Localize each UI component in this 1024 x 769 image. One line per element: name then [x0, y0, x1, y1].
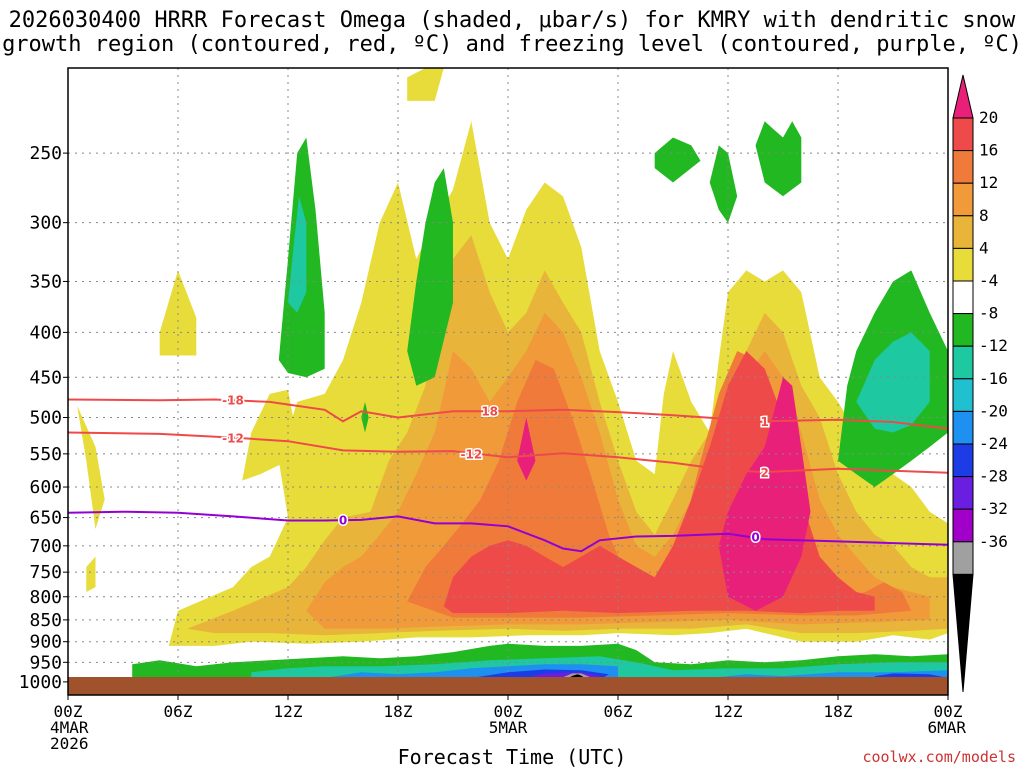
- colorbar-band-6: [952, 280, 974, 315]
- contour-layer: -18 18 1 -12 -12 2 0 0: [68, 392, 948, 553]
- omega-region-17: [755, 121, 802, 197]
- ytick-label-550: 550: [29, 444, 62, 465]
- omega-region-19: [856, 332, 930, 433]
- freezing-level-line: [68, 510, 948, 553]
- colorbar-label-12: -32: [979, 499, 1008, 518]
- colorbar-label-13: -36: [979, 532, 1008, 551]
- chart-title-line2: growth region (contoured, red, ºC) and f…: [2, 32, 1022, 57]
- omega-region-1: [86, 556, 96, 592]
- colorbar-label-0: 20: [979, 108, 998, 127]
- ytick-label-400: 400: [29, 322, 62, 343]
- ytick-label-300: 300: [29, 213, 62, 234]
- ytick-label-750: 750: [29, 562, 62, 583]
- xtick-label-24-1: 5MAR: [489, 718, 528, 737]
- ytick-label-250: 250: [29, 143, 62, 164]
- ytick-label-1000: 1000: [19, 672, 62, 693]
- colorbar-band-5: [952, 247, 974, 282]
- colorbar-label-6: -8: [979, 304, 998, 323]
- xtick-label-0-2: 2026: [50, 734, 89, 753]
- colorbar-label-8: -16: [979, 369, 1008, 388]
- dgz-minus18-label-1: 18: [481, 404, 498, 418]
- colorbar-label-11: -28: [979, 467, 1008, 486]
- freezing-level-label-0: 0: [339, 513, 347, 527]
- colorbar-band-8: [952, 345, 974, 380]
- source-credit[interactable]: coolwx.com/models: [862, 748, 1016, 766]
- ytick-label-350: 350: [29, 271, 62, 292]
- colorbar-label-9: -20: [979, 401, 1008, 420]
- omega-region-2: [159, 270, 197, 356]
- xtick-label-48-1: 6MAR: [927, 718, 966, 737]
- colorbar-label-2: 12: [979, 173, 998, 192]
- xtick-label-0-1: 4MAR: [50, 718, 89, 737]
- xtick-label-36-0: 12Z: [714, 702, 743, 721]
- omega-region-16: [709, 145, 738, 223]
- ytick-label-900: 900: [29, 632, 62, 653]
- dgz-minus12-line: [68, 431, 948, 474]
- xtick-label-30-0: 06Z: [604, 702, 633, 721]
- xtick-label-18-0: 18Z: [384, 702, 413, 721]
- dgz-minus18-label-2: 1: [760, 415, 768, 429]
- omega-region-3: [407, 68, 444, 101]
- omega-shading-layer: [77, 68, 948, 680]
- omega-region-5: [242, 389, 298, 481]
- ytick-label-850: 850: [29, 610, 62, 631]
- colorbar-band-12: [952, 476, 974, 510]
- freezing-level-label-1: 0: [751, 531, 759, 545]
- colorbar-top-arrow: [952, 74, 974, 119]
- ytick-label-650: 650: [29, 508, 62, 529]
- chart-title-line1: 2026030400 HRRR Forecast Omega (shaded, …: [8, 8, 1016, 33]
- xtick-label-42-0: 18Z: [824, 702, 853, 721]
- omega-region-0: [77, 405, 105, 530]
- y-axis-ticks: 2503003504004505005506006507007508008509…: [19, 143, 68, 693]
- ground-fill: [68, 677, 948, 695]
- ytick-label-450: 450: [29, 367, 62, 388]
- colorbar-band-10: [952, 410, 974, 445]
- dgz-minus12-label-0: -12: [222, 431, 244, 445]
- colorbar-label-3: 8: [979, 206, 989, 225]
- xtick-label-48-0: 00Z: [934, 702, 963, 721]
- colorbar-band-11: [952, 443, 974, 478]
- colorbar-label-10: -24: [979, 434, 1008, 453]
- colorbar: 20 16 12 8 4 -4 -8 -12 -16 -20 -24 -28 -32 -36: [952, 74, 1008, 693]
- xtick-label-24-0: 00Z: [494, 702, 523, 721]
- colorbar-band-14: [952, 541, 974, 575]
- colorbar-band-2: [952, 150, 974, 184]
- colorbar-label-5: -4: [979, 271, 998, 290]
- colorbar-band-13: [952, 508, 974, 543]
- colorbar-band-4: [952, 215, 974, 249]
- x-axis-title: Forecast Time (UTC): [397, 745, 627, 769]
- colorbar-label-1: 16: [979, 141, 998, 160]
- ytick-label-800: 800: [29, 587, 62, 608]
- omega-region-13: [288, 196, 307, 313]
- ytick-label-600: 600: [29, 477, 62, 498]
- omega-region-15: [654, 137, 701, 183]
- colorbar-band-7: [952, 313, 974, 347]
- colorbar-band-9: [952, 378, 974, 412]
- xtick-label-12-0: 12Z: [274, 702, 303, 721]
- dgz-minus12-label-1: -12: [460, 448, 482, 462]
- colorbar-label-7: -12: [979, 336, 1008, 355]
- xtick-label-0-0: 00Z: [54, 702, 83, 721]
- colorbar-label-4: 4: [979, 238, 989, 257]
- xtick-label-6-0: 06Z: [164, 702, 193, 721]
- dgz-minus12-label-2: 2: [760, 466, 768, 480]
- dgz-minus18-label-0: -18: [222, 393, 244, 407]
- omega-region-10: [718, 377, 811, 611]
- ytick-label-500: 500: [29, 407, 62, 428]
- colorbar-band-3: [952, 182, 974, 217]
- dgz-minus18-line: [68, 398, 948, 430]
- omega-region-20: [361, 401, 369, 433]
- colorbar-bottom-arrow: [952, 573, 974, 693]
- colorbar-band-1: [952, 117, 974, 152]
- omega-region-14: [407, 168, 453, 386]
- omega-region-11: [517, 417, 536, 481]
- ytick-label-700: 700: [29, 536, 62, 557]
- ytick-label-950: 950: [29, 652, 62, 673]
